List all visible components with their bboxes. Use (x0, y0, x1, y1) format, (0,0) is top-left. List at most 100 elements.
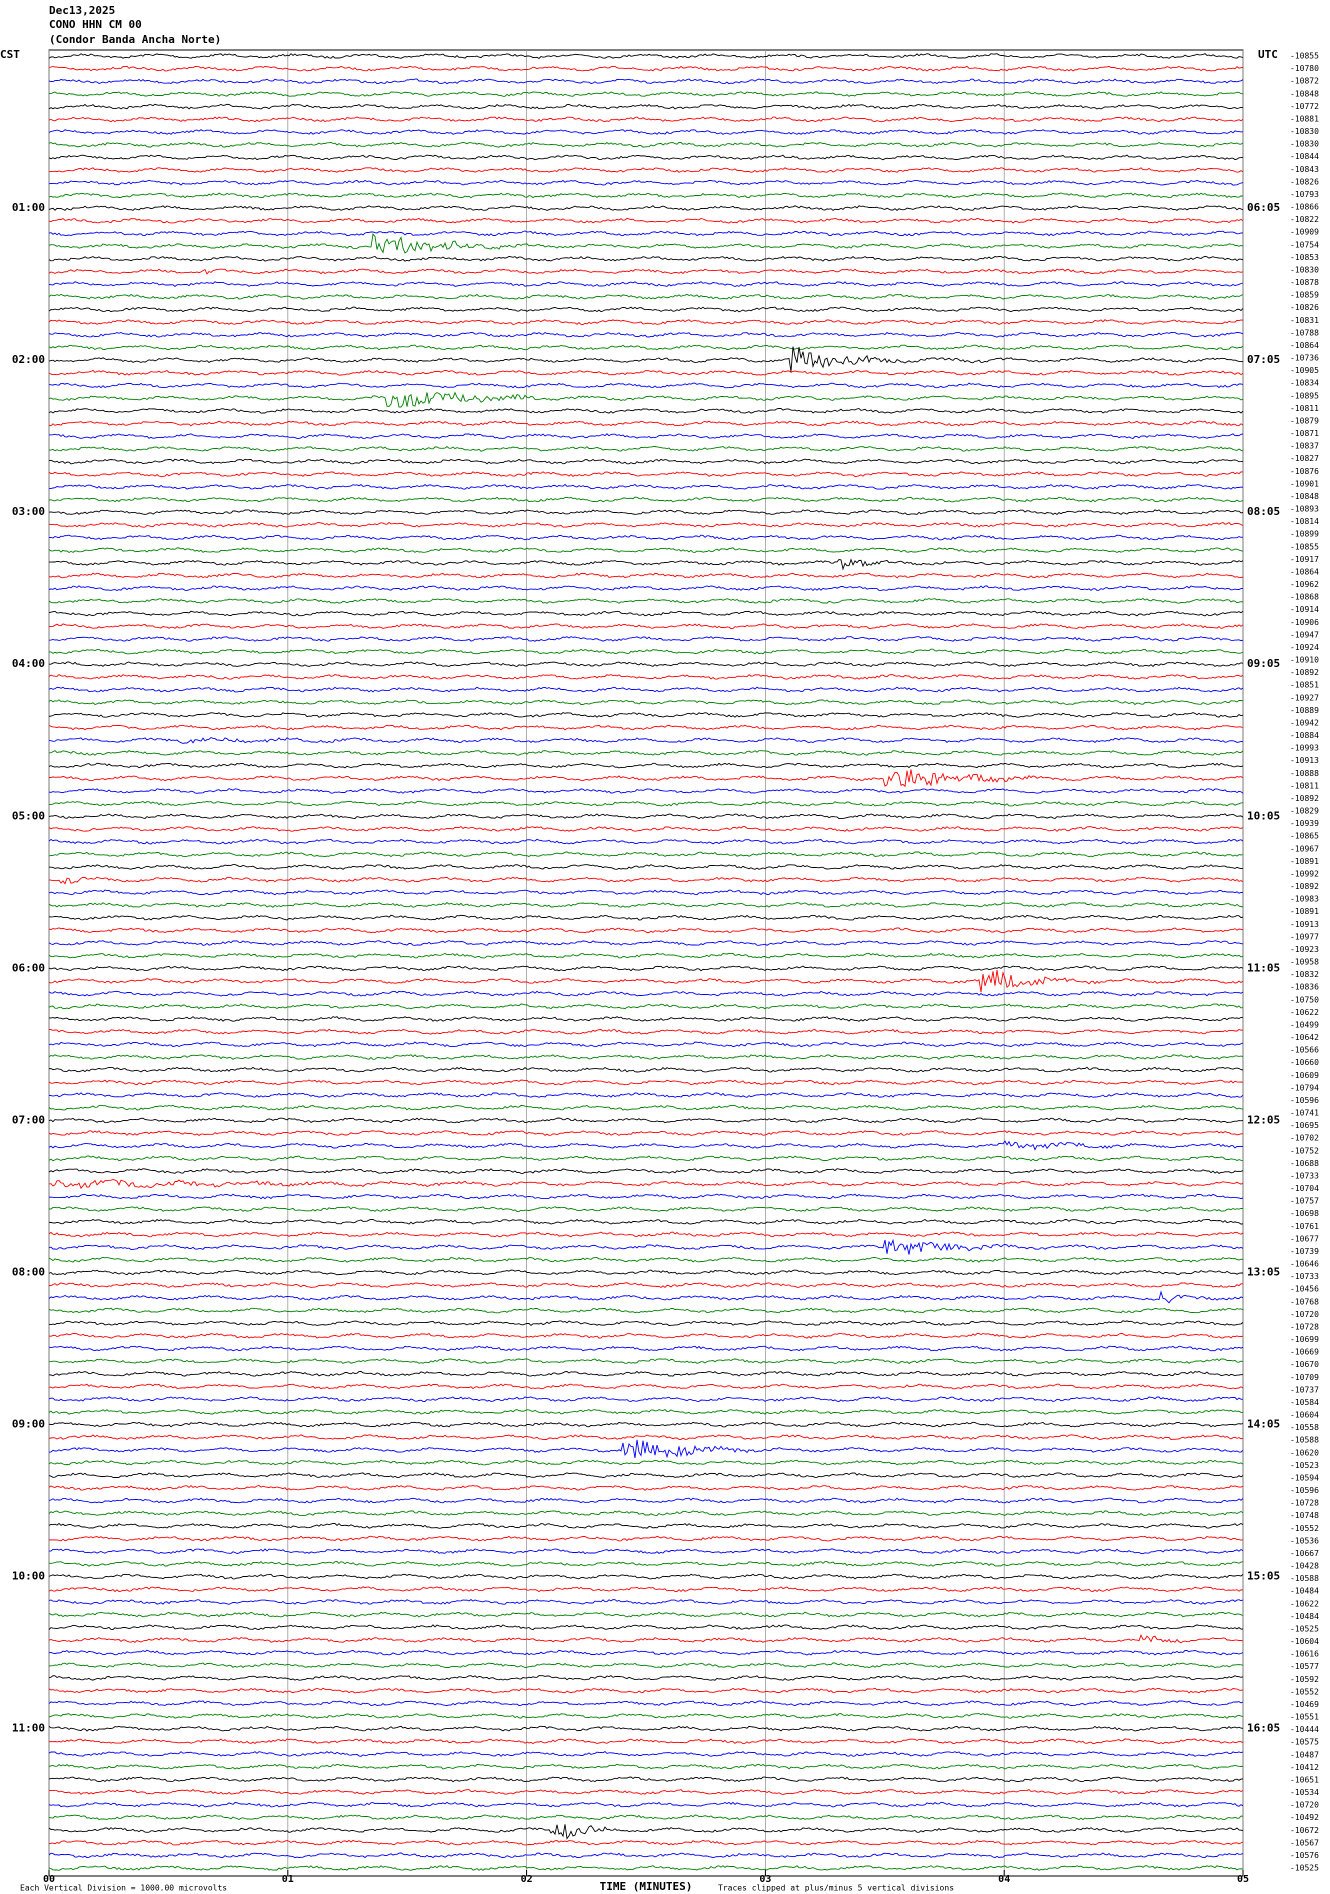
row-label: -10523 (1290, 1461, 1319, 1470)
trace (48, 724, 1244, 731)
trace (48, 889, 1244, 896)
trace (48, 965, 1244, 972)
row-label: -10924 (1290, 643, 1319, 652)
trace (48, 1839, 1244, 1846)
trace (49, 1548, 1244, 1555)
row-label: -10901 (1290, 479, 1319, 488)
row-label: -10853 (1290, 253, 1319, 262)
trace (48, 1290, 1244, 1304)
trace (48, 1522, 1244, 1529)
trace (48, 129, 1244, 135)
trace (48, 610, 1244, 617)
trace (48, 1634, 1244, 1644)
right-tick-label: 12:05 (1247, 1113, 1280, 1126)
row-label: -10484 (1290, 1587, 1319, 1596)
trace (48, 788, 1244, 794)
row-label: -10768 (1290, 1297, 1319, 1306)
trace (48, 230, 1244, 237)
trace (48, 521, 1244, 528)
row-label: -10962 (1290, 580, 1319, 589)
trace (48, 1370, 1243, 1377)
trace (48, 623, 1244, 630)
row-label: -10913 (1290, 920, 1319, 929)
row-label: -10892 (1290, 668, 1319, 677)
trace (48, 1092, 1244, 1098)
footnote-right: Traces clipped at plus/minus 5 vertical … (718, 1884, 954, 1893)
row-label: -10748 (1290, 1511, 1319, 1520)
x-tick-label: 05 (1237, 1874, 1249, 1885)
trace (48, 1510, 1244, 1517)
row-label: -10910 (1290, 656, 1319, 665)
row-label: -10893 (1290, 505, 1319, 514)
row-label: -10822 (1290, 215, 1319, 224)
row-label: -10733 (1290, 1272, 1319, 1281)
row-label: -10616 (1290, 1650, 1319, 1659)
left-tick-label: 11:00 (12, 1722, 45, 1735)
row-label: -10584 (1290, 1398, 1319, 1407)
trace (48, 597, 1244, 604)
row-label: -10967 (1290, 844, 1319, 853)
row-label: -10667 (1290, 1549, 1319, 1558)
row-label: -10754 (1290, 240, 1319, 249)
trace (48, 1003, 1244, 1010)
trace (48, 1358, 1244, 1364)
trace (48, 1801, 1244, 1808)
trace (49, 661, 1244, 668)
trace (48, 1140, 1244, 1151)
trace (48, 927, 1244, 934)
row-label: -10695 (1290, 1121, 1319, 1130)
row-label: -10830 (1290, 127, 1319, 136)
row-label: -10672 (1290, 1826, 1319, 1835)
row-label: -10788 (1290, 328, 1319, 337)
row-label: -10469 (1290, 1700, 1319, 1709)
row-label: -10699 (1290, 1335, 1319, 1344)
row-label: -10551 (1290, 1713, 1319, 1722)
trace (48, 1238, 1244, 1255)
row-label: -10793 (1290, 190, 1319, 199)
trace (49, 483, 1244, 490)
row-label: -10864 (1290, 567, 1319, 576)
trace (48, 1573, 1244, 1580)
trace (48, 346, 1244, 372)
row-label: -10688 (1290, 1159, 1319, 1168)
row-label: -10428 (1290, 1562, 1319, 1571)
row-label: -10577 (1290, 1662, 1319, 1671)
row-label: -10958 (1290, 958, 1319, 967)
row-label: -10878 (1290, 278, 1319, 287)
row-label: -10899 (1290, 530, 1319, 539)
right-tick-label: 07:05 (1247, 353, 1280, 366)
trace (48, 232, 1244, 254)
trace (48, 1193, 1244, 1200)
row-label: -10888 (1290, 769, 1319, 778)
row-label: -10728 (1290, 1499, 1319, 1508)
header-site: (Condor Banda Ancha Norte) (49, 33, 221, 46)
row-label: -10914 (1290, 605, 1319, 614)
trace (48, 864, 1244, 870)
row-label: -10622 (1290, 1599, 1319, 1608)
trace (48, 1687, 1244, 1694)
trace (48, 838, 1244, 845)
trace (48, 1256, 1244, 1263)
trace (48, 217, 1244, 224)
row-label: -10733 (1290, 1171, 1319, 1180)
row-label: -10905 (1290, 366, 1319, 375)
trace (48, 1484, 1244, 1491)
trace (48, 391, 1244, 408)
row-label: -10913 (1290, 756, 1319, 765)
x-tick-label: 04 (998, 1874, 1010, 1885)
row-label: -10892 (1290, 794, 1319, 803)
left-tick-label: 02:00 (12, 353, 45, 366)
row-label: -10983 (1290, 895, 1319, 904)
traces (48, 53, 1244, 1871)
trace (48, 826, 1244, 832)
trace (48, 446, 1244, 452)
trace (48, 1179, 1244, 1190)
row-label: -10702 (1290, 1134, 1319, 1143)
trace (49, 648, 1244, 655)
row-label: -10596 (1290, 1486, 1319, 1495)
row-label: -10534 (1290, 1788, 1319, 1797)
row-label: -10592 (1290, 1675, 1319, 1684)
trace (48, 902, 1244, 908)
trace (48, 471, 1244, 477)
trace (48, 281, 1244, 287)
